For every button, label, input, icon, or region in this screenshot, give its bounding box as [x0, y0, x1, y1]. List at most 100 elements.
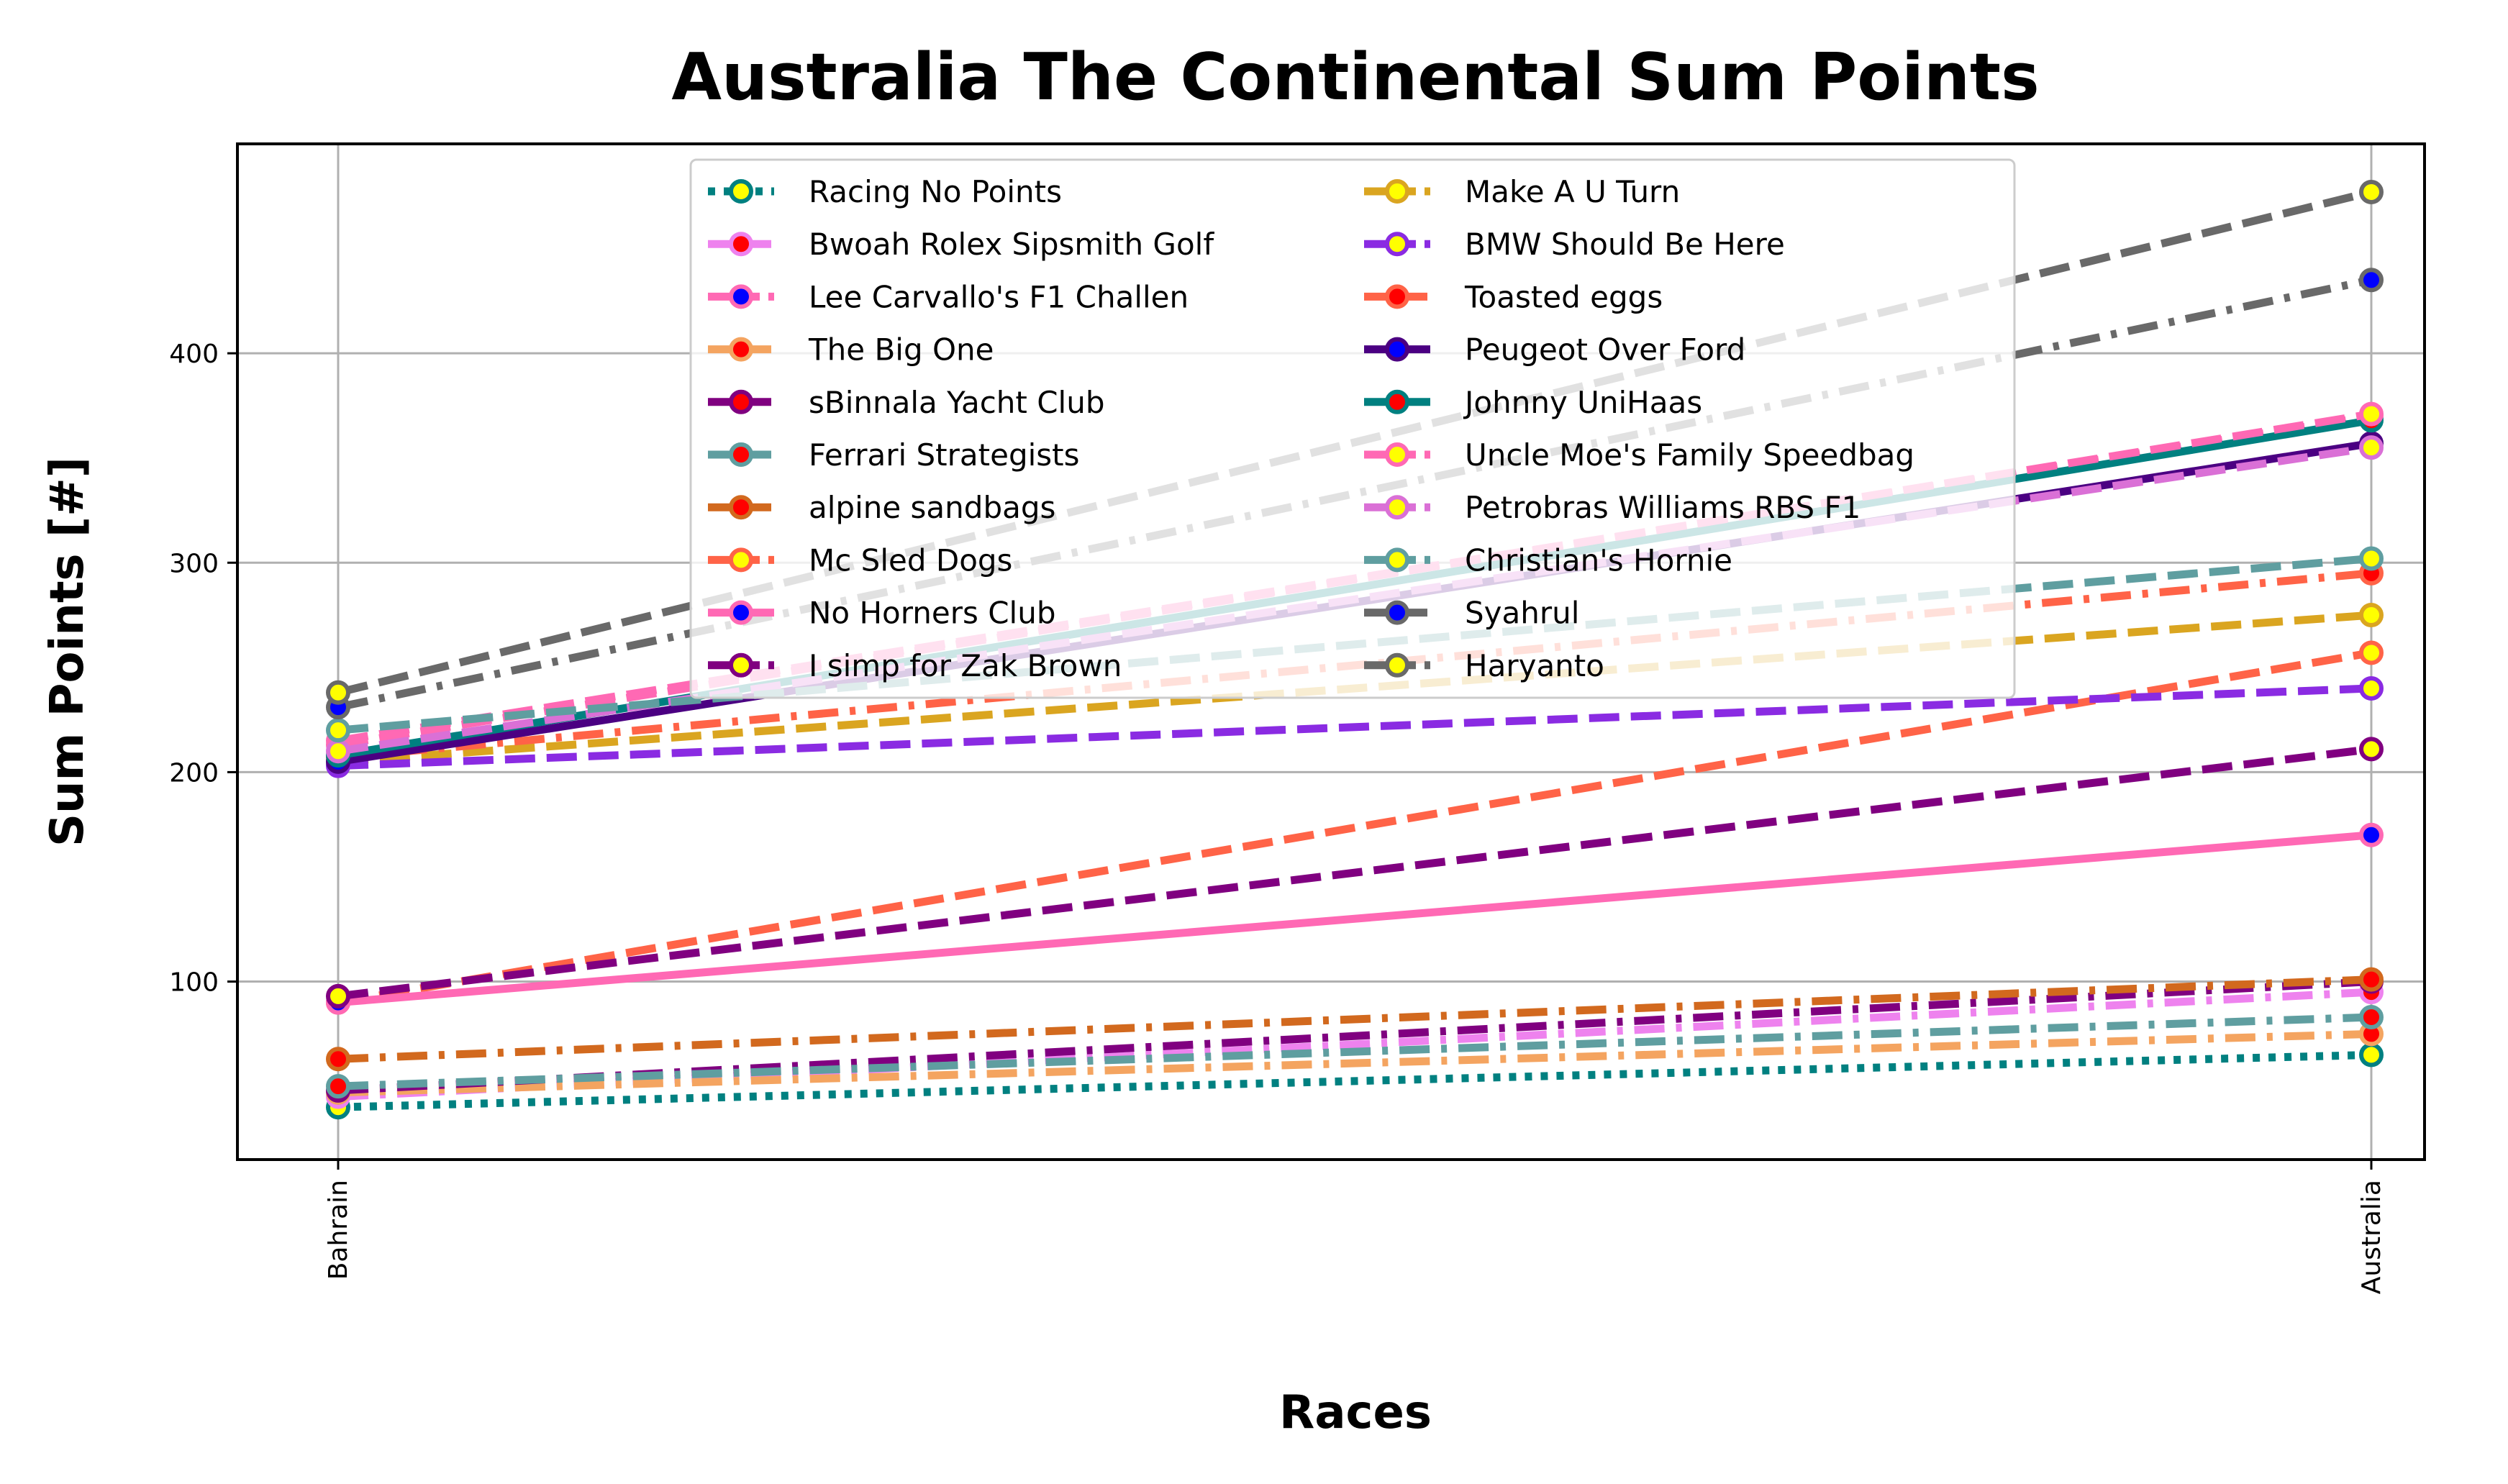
legend-marker: [729, 442, 753, 467]
legend-label: alpine sandbags: [809, 490, 1055, 525]
legend-marker: [729, 652, 753, 678]
data-point: [2359, 967, 2384, 992]
y-axis-label: Sum Points [#]: [41, 457, 94, 847]
legend-item: Ferrari Strategists: [708, 437, 1080, 473]
legend-item: Bwoah Rolex Sipsmith Golf: [708, 227, 1214, 262]
x-tick-label: Australia: [2357, 1180, 2386, 1294]
x-tick-label: Bahrain: [324, 1180, 353, 1280]
legend-item: Lee Carvallo's F1 Challen: [708, 279, 1189, 314]
legend-item: Make A U Turn: [1364, 174, 1680, 209]
legend-label: Bwoah Rolex Sipsmith Golf: [809, 227, 1214, 262]
legend-label: sBinnala Yacht Club: [809, 385, 1105, 420]
legend-item: alpine sandbags: [708, 490, 1055, 525]
chart-title: Australia The Continental Sum Points: [671, 40, 2039, 115]
series-9: [326, 737, 2384, 1009]
axis-ticks: Bahrain Australia 100 200 300 400: [169, 340, 2386, 1294]
legend-label: BMW Should Be Here: [1465, 227, 1785, 262]
y-tick-label: 300: [169, 549, 219, 578]
data-point: [2359, 640, 2384, 665]
data-point: [2359, 1042, 2384, 1068]
legend-label: Toasted eggs: [1464, 279, 1663, 314]
legend-label: Mc Sled Dogs: [809, 542, 1012, 578]
series-line: [337, 1050, 2372, 1111]
legend-label: Ferrari Strategists: [809, 437, 1080, 473]
legend-item: BMW Should Be Here: [1364, 227, 1785, 262]
series-5: [326, 1005, 2384, 1099]
legend-marker: [1385, 284, 1409, 309]
legend-marker: [729, 284, 753, 309]
data-point: [2359, 603, 2384, 628]
legend-label: No Horners Club: [809, 596, 1056, 631]
y-tick-label: 100: [169, 968, 219, 998]
data-point: [2359, 822, 2384, 847]
legend-marker: [1385, 337, 1409, 362]
legend: Racing No Points Bwoah Rolex Sipsmith Gol…: [689, 158, 2016, 699]
legend-label: The Big One: [808, 332, 994, 368]
y-tick-label: 200: [169, 758, 219, 788]
series-line: [337, 649, 2372, 1007]
legend-item: Uncle Moe's Family Speedbag: [1364, 437, 1914, 473]
legend-marker: [729, 547, 753, 573]
legend-item: No Horners Club: [708, 596, 1056, 631]
legend-label: Christian's Hornie: [1465, 542, 1732, 578]
legend-box: [689, 158, 2016, 699]
legend-label: Racing No Points: [809, 174, 1062, 209]
legend-marker: [729, 337, 753, 362]
legend-marker: [729, 232, 753, 257]
data-point: [2359, 179, 2384, 204]
legend-marker: [1385, 652, 1409, 678]
legend-marker: [1385, 600, 1409, 625]
legend-marker: [729, 600, 753, 625]
legend-marker: [729, 495, 753, 520]
legend-item: The Big One: [708, 332, 994, 368]
x-axis-label: Races: [1279, 1386, 1432, 1439]
series-line: [337, 1029, 2372, 1097]
legend-label: Haryanto: [1465, 648, 1604, 683]
legend-marker: [1385, 232, 1409, 257]
plot-frame: [236, 142, 2426, 1161]
legend-item: I simp for Zak Brown: [708, 648, 1122, 683]
data-point: [326, 718, 350, 743]
legend-label: Johnny UniHaas: [1463, 385, 1702, 420]
legend-item: Johnny UniHaas: [1364, 385, 1702, 420]
legend-item: Toasted eggs: [1364, 279, 1663, 314]
legend-item: Mc Sled Dogs: [708, 542, 1012, 578]
legend-item: Petrobras Williams RBS F1: [1364, 490, 1860, 525]
legend-item: Syahrul: [1364, 596, 1579, 631]
series-line: [337, 975, 2372, 1063]
data-point: [326, 983, 350, 1009]
legend-label: Petrobras Williams RBS F1: [1465, 490, 1860, 525]
legend-label: Make A U Turn: [1465, 174, 1680, 209]
data-point: [2359, 268, 2384, 293]
legend-item: Haryanto: [1364, 648, 1604, 683]
legend-item: Christian's Hornie: [1364, 542, 1732, 578]
legend-item: Racing No Points: [708, 174, 1062, 209]
data-point: [326, 1074, 350, 1099]
data-point: [326, 1047, 350, 1072]
data-point: [2359, 435, 2384, 460]
data-point: [2359, 675, 2384, 701]
data-point: [326, 739, 350, 764]
legend-marker: [1385, 495, 1409, 520]
legend-label: Lee Carvallo's F1 Challen: [809, 279, 1189, 314]
legend-item: Peugeot Over Ford: [1364, 332, 1745, 368]
data-point: [2359, 546, 2384, 571]
legend-marker: [729, 179, 753, 204]
series-line: [337, 276, 2373, 711]
series-line: [337, 684, 2372, 770]
legend-item: sBinnala Yacht Club: [708, 385, 1105, 420]
legend-label: Peugeot Over Ford: [1465, 332, 1745, 368]
legend-marker: [1385, 442, 1409, 467]
legend-marker: [729, 389, 753, 414]
series-6: [326, 967, 2384, 1072]
series-line: [337, 1013, 2372, 1091]
legend-marker: [1385, 547, 1409, 573]
legend-label: Syahrul: [1465, 596, 1579, 631]
legend-label: Uncle Moe's Family Speedbag: [1465, 437, 1914, 473]
series-line: [337, 831, 2372, 1007]
data-point: [2359, 401, 2384, 427]
data-point: [326, 680, 350, 705]
data-point: [2359, 737, 2384, 762]
legend-marker: [1385, 179, 1409, 204]
